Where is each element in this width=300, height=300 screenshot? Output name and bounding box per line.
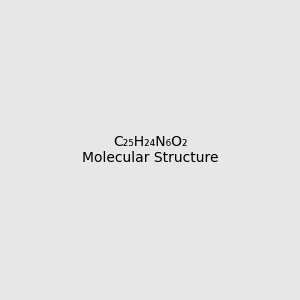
Text: C₂₅H₂₄N₆O₂
Molecular Structure: C₂₅H₂₄N₆O₂ Molecular Structure [82,135,218,165]
